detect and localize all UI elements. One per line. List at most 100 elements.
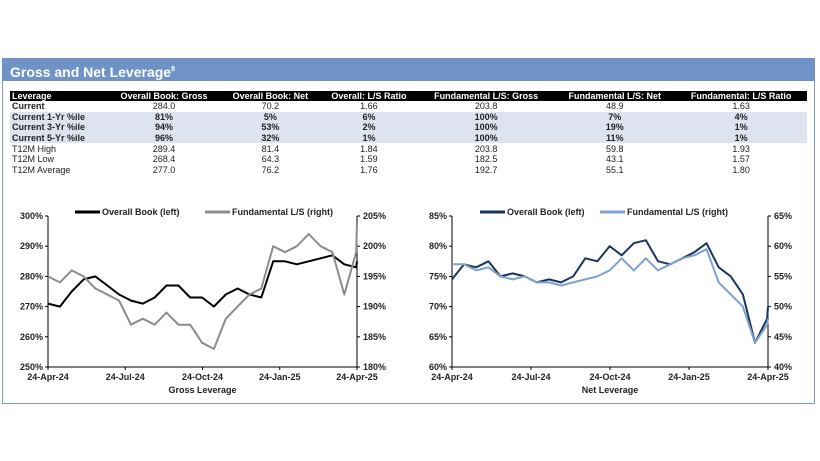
cell: 1.63 [732,101,750,112]
cell: 48.9 [606,101,624,112]
cell: 32% [220,132,320,144]
cell: 1.66 [360,101,378,112]
cell: 55.1 [606,164,624,175]
y-left-tick-label: 280% [20,271,43,281]
x-tick-label: 24-Apr-24 [431,372,473,382]
title-text: Gross and Net Leverage [10,64,172,80]
cell: 1.80 [732,164,750,175]
y-left-tick-label: 250% [20,362,43,372]
cell: 81% [107,111,221,123]
cell: 100% [418,122,555,133]
cell: 11% [554,132,676,144]
table-row: T12M Average 277.0 76.2 1.76 192.7 55.1 1.80 [10,165,807,176]
cell: 19% [554,122,676,133]
cell: 4% [675,111,807,123]
y-left-tick-label: 75% [429,271,447,281]
cell: 1.59 [360,154,378,165]
cell: 53% [220,122,320,133]
cell: 96% [107,132,221,144]
cell: 64.3 [261,154,280,165]
col-header: Leverage [10,91,107,101]
cell: 7% [554,111,676,123]
y-right-tick-label: 65% [774,211,792,221]
legend-label: Fundamental L/S (right) [627,207,728,217]
cell: 1% [319,132,419,144]
table-row: Current 1-Yr %ile 81% 5% 6% 100% 7% 4% [10,111,807,123]
series-line-left [47,254,358,308]
y-right-tick-label: 185% [363,332,386,342]
x-tick-label: 24-Jul-24 [511,372,550,382]
legend-label: Overall Book (left) [102,207,180,217]
series-line-right [47,221,358,350]
y-left-tick-label: 80% [429,241,447,251]
col-header: Fundamental: L/S Ratio [675,91,807,101]
cell: 59.8 [606,143,624,154]
cell: 81.4 [261,143,280,154]
row-label: Current 1-Yr %ile [10,111,107,123]
y-right-tick-label: 60% [774,241,792,251]
cell: 1% [675,122,807,133]
row-label: T12M Average [12,164,71,175]
cell: 1.57 [732,154,750,165]
cell: 2% [319,122,419,133]
legend-label: Fundamental L/S (right) [232,207,333,217]
y-left-tick-label: 260% [20,332,43,342]
x-tick-label: 24-Apr-25 [336,372,378,382]
y-left-tick-label: 300% [20,211,43,221]
col-header: Fundamental L/S: Net [554,91,676,101]
cell: 1.84 [360,143,378,154]
y-right-tick-label: 180% [363,362,386,372]
row-label: T12M High [12,143,57,154]
row-label: Current 5-Yr %ile [10,132,107,144]
cell: 203.8 [474,143,498,154]
table-row: Current 3-Yr %ile 94% 53% 2% 100% 19% 1% [10,122,807,133]
cell: 203.8 [474,101,498,112]
cell: 94% [107,122,221,133]
x-tick-label: 24-Jul-24 [106,372,145,382]
y-right-tick-label: 55% [774,271,792,281]
leverage-table: Leverage Overall Book: Gross Overall Boo… [10,91,807,175]
row-label: Current [12,101,45,112]
cell: 268.4 [152,154,176,165]
y-left-tick-label: 70% [429,302,447,312]
cell: 100% [418,132,555,144]
y-left-tick-label: 65% [429,332,447,342]
legend-label: Overall Book (left) [507,207,585,217]
x-tick-label: 24-Oct-24 [589,372,630,382]
col-header: Overall Book: Net [220,91,320,101]
row-label: T12M Low [12,154,55,165]
y-left-tick-label: 85% [429,211,447,221]
series-line-left [451,239,769,344]
y-left-tick-label: 290% [20,241,43,251]
cell: 6% [319,111,419,123]
y-left-tick-label: 270% [20,302,43,312]
cell: 5% [220,111,320,123]
table-row: Current 5-Yr %ile 96% 32% 1% 100% 11% 1% [10,132,807,144]
leverage-panel [2,58,815,404]
y-right-tick-label: 190% [363,302,386,312]
cell: 192.7 [474,164,498,175]
cell: 182.5 [474,154,498,165]
x-tick-label: 24-Apr-24 [27,372,69,382]
x-axis-label: Net Leverage [582,385,639,395]
table-row: Current 284.0 70.2 1.66 203.8 48.9 1.63 [10,101,807,112]
cell: 1% [675,132,807,144]
y-right-tick-label: 200% [363,241,386,251]
col-header: Overall Book: Gross [107,91,221,101]
net-leverage-chart: 60% 40% 65% 45% 70% 50% 75% 55% 80% 60% 85% 65% 24-A… [429,207,792,395]
cell: 76.2 [261,164,280,175]
col-header: Overall: L/S Ratio [319,91,419,101]
y-right-tick-label: 50% [774,302,792,312]
y-right-tick-label: 40% [774,362,792,372]
series-line-right [452,248,769,344]
x-axis-label: Gross Leverage [168,385,236,395]
y-left-tick-label: 60% [429,362,447,372]
cell: 277.0 [152,164,176,175]
row-label: Current 3-Yr %ile [10,122,107,133]
cell: 289.4 [152,143,176,154]
table-row: T12M Low 268.4 64.3 1.59 182.5 43.1 1.57 [10,154,807,165]
cell: 43.1 [606,154,624,165]
cell: 1.76 [360,164,378,175]
cell: 1.93 [732,143,750,154]
y-right-tick-label: 205% [363,211,386,221]
